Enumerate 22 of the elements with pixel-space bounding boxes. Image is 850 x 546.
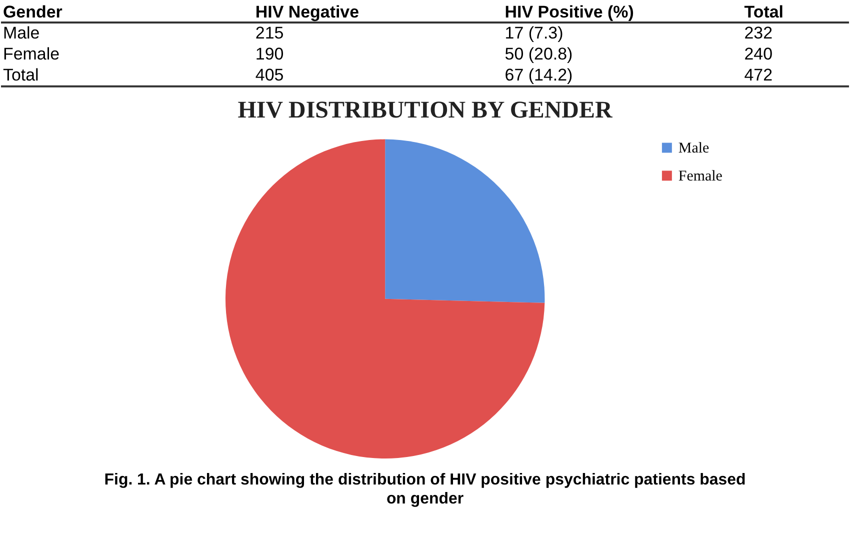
text: 190 xyxy=(255,44,284,64)
text: Female xyxy=(2,44,60,64)
pie-slice xyxy=(226,139,545,458)
legend-label: Male xyxy=(678,140,710,157)
text: 67 (14.2) xyxy=(504,65,573,84)
chart-title: HIV DISTRIBUTION BY GENDER xyxy=(238,97,613,124)
text: 50 (20.8) xyxy=(504,44,573,64)
text: 232 xyxy=(744,24,773,43)
legend-label: Female xyxy=(678,168,723,185)
text: 215 xyxy=(255,24,284,43)
text: 405 xyxy=(255,65,284,84)
text: Total xyxy=(2,65,39,84)
text: 240 xyxy=(744,44,773,64)
text: 17 (7.3) xyxy=(504,24,564,43)
text: HIV Negative xyxy=(255,2,360,22)
text: Total xyxy=(744,2,784,22)
text: HIV Positive (%) xyxy=(504,2,634,22)
caption: Fig. 1. A pie chart showing the distribution of HIV positive psychiatric patients based on gender xyxy=(104,471,746,508)
pie-slice xyxy=(385,139,545,303)
text: Gender xyxy=(2,2,63,22)
text: Male xyxy=(2,24,40,43)
text: 472 xyxy=(744,65,773,84)
